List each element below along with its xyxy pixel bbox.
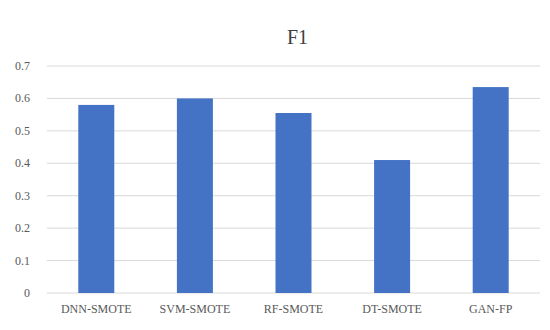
y-tick-label: 0.3 — [15, 189, 30, 203]
bar — [177, 98, 213, 293]
chart-svg: F1 0 0.1 0.2 0.3 0.4 0.5 0.6 0.7 DNN-SMOTE SVM-SMO… — [0, 0, 550, 330]
y-tick-label: 0.4 — [15, 156, 30, 170]
bars-group — [78, 87, 508, 293]
background — [0, 0, 550, 330]
bar — [374, 160, 410, 293]
grid-line — [47, 66, 540, 67]
y-tick-label: 0.1 — [15, 254, 30, 268]
y-tick-label: 0.2 — [15, 221, 30, 235]
bar — [78, 105, 114, 293]
bar — [473, 87, 509, 293]
y-tick-label: 0.5 — [15, 124, 30, 138]
y-tick-label: 0 — [24, 286, 30, 300]
x-tick-label: DT-SMOTE — [362, 302, 422, 316]
grid-line — [47, 98, 540, 99]
chart-title: F1 — [287, 26, 308, 48]
chart-container: F1 0 0.1 0.2 0.3 0.4 0.5 0.6 0.7 DNN-SMOTE SVM-SMO… — [0, 0, 550, 330]
x-tick-label: RF-SMOTE — [264, 302, 323, 316]
y-tick-label: 0.6 — [15, 91, 30, 105]
x-tick-label: SVM-SMOTE — [160, 302, 231, 316]
y-tick-label: 0.7 — [15, 59, 30, 73]
x-tick-label: DNN-SMOTE — [61, 302, 132, 316]
x-tick-label: GAN-FP — [469, 302, 513, 316]
bar — [276, 113, 312, 293]
